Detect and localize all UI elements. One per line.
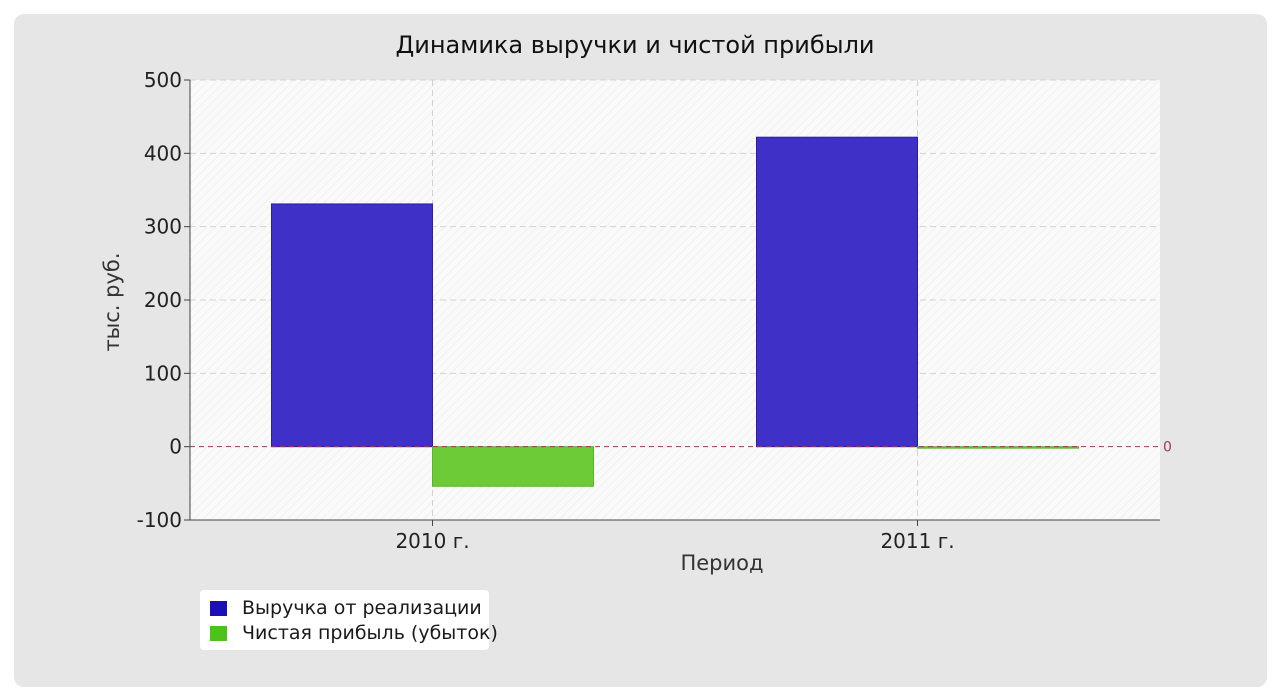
- bar-revenue: [756, 136, 918, 448]
- y-axis-title: тыс. руб.: [100, 252, 124, 351]
- x-tick-label: 2010 г.: [395, 529, 469, 553]
- y-tick-label: 0: [169, 435, 182, 459]
- bars: [271, 136, 1079, 487]
- y-tick-label: 500: [144, 68, 182, 92]
- legend-swatch-revenue: [210, 600, 227, 616]
- legend: Выручка от реализации Чистая прибыль (уб…: [200, 590, 498, 650]
- chart-title: Динамика выручки и чистой прибыли: [395, 31, 874, 59]
- zero-line-label: 0: [1163, 440, 1172, 456]
- y-tick-label: -100: [137, 508, 182, 532]
- bar-profit: [432, 446, 594, 487]
- bar-profit: [917, 446, 1079, 449]
- y-tick-label: 100: [144, 361, 182, 385]
- bar-revenue: [271, 203, 433, 448]
- x-axis-title: Период: [680, 551, 763, 575]
- x-tick-label: 2011 г.: [880, 529, 954, 553]
- legend-item-profit: Чистая прибыль (убыток): [210, 621, 498, 645]
- y-tick-label: 400: [144, 141, 182, 165]
- y-tick-label: 200: [144, 288, 182, 312]
- legend-item-revenue: Выручка от реализации: [210, 596, 482, 620]
- legend-swatch-profit: [210, 625, 227, 641]
- axis-labels: -100 0 100 200 300 400 500 2010 г. 2011 г. 0: [137, 68, 1172, 553]
- axes: [184, 79, 1160, 526]
- y-tick-label: 300: [144, 215, 182, 239]
- legend-label-profit: Чистая прибыль (убыток): [242, 622, 498, 644]
- legend-label-revenue: Выручка от реализации: [242, 597, 482, 619]
